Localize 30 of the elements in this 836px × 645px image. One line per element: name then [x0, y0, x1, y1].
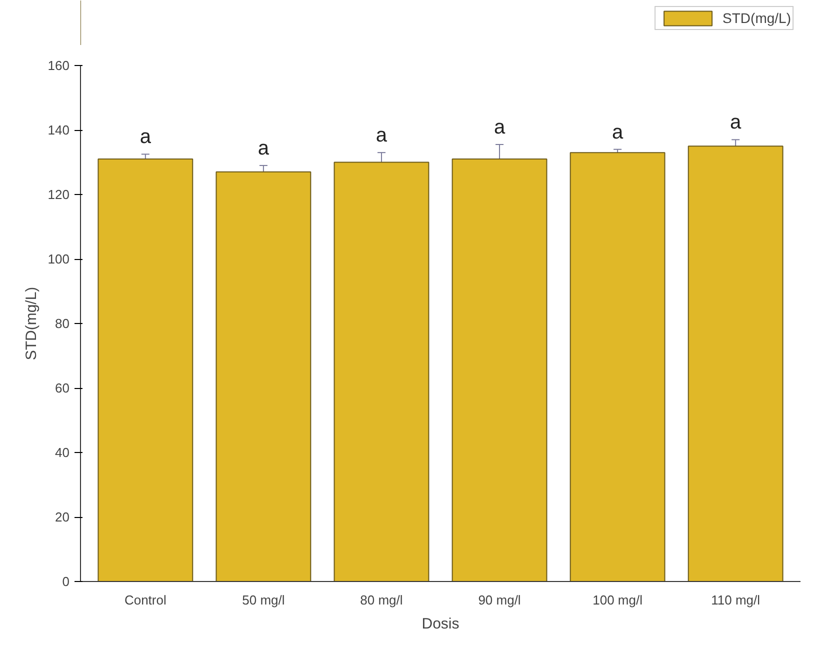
y-tick-label: 60	[55, 380, 70, 396]
bar	[452, 158, 548, 582]
x-axis-title: Dosis	[422, 616, 460, 632]
annotation: a	[140, 126, 152, 148]
bar	[334, 162, 430, 582]
y-tick-label: 40	[55, 445, 70, 460]
y-tick-label: 140	[48, 122, 70, 138]
bar	[570, 152, 666, 582]
x-tick-label: 50 mg/l	[242, 592, 285, 608]
y-tick-label: 120	[48, 187, 70, 202]
annotation: a	[376, 124, 388, 147]
y-tick-label: 100	[48, 252, 70, 266]
x-tick-label: 80 mg/l	[360, 592, 403, 608]
y-tick-label: 0	[62, 574, 70, 589]
bar	[98, 158, 194, 582]
y-tick-label: 20	[55, 510, 70, 524]
x-tick-label: 100 mg/l	[592, 592, 643, 608]
y-axis-title: STD(mg/L)	[22, 286, 40, 360]
bar	[216, 171, 312, 582]
x-tick-label: 90 mg/l	[478, 592, 521, 608]
y-tick-label: 80	[55, 316, 70, 331]
bar	[688, 146, 784, 582]
x-tick-label: Control	[124, 592, 166, 608]
x-tick-label: 110 mg/l	[711, 592, 760, 608]
annotation: a	[730, 112, 742, 134]
annotation: a	[258, 137, 270, 160]
annotation: a	[612, 121, 624, 144]
annotation: a	[494, 116, 506, 139]
legend-label: STD(mg/L)	[722, 10, 791, 26]
y-tick-label: 160	[48, 58, 70, 73]
